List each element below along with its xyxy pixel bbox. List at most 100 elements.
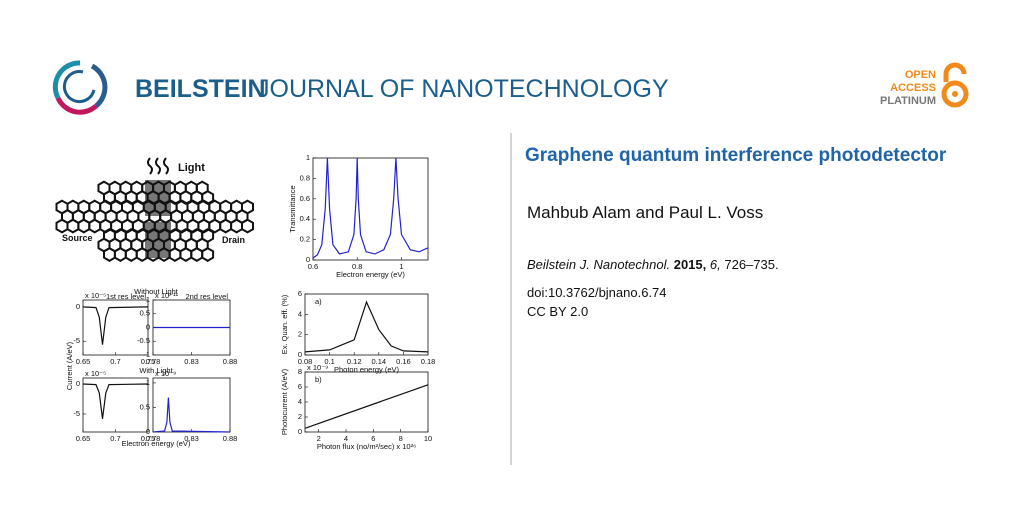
x-tick-label: 0.88: [223, 357, 238, 366]
x-axis-label: Electron energy (eV): [336, 270, 405, 279]
x-tick-label: 2: [317, 434, 321, 443]
badge-open: OPEN: [905, 69, 936, 81]
y-tick-label: 6: [298, 289, 302, 298]
plot-frame: [304, 293, 429, 356]
y-tick-label: 0: [146, 427, 150, 436]
x-tick-label: 0.75: [141, 357, 156, 366]
x-tick-label: 0.14: [371, 357, 386, 366]
y-tick-label: 1: [146, 295, 150, 304]
drain-label: Drain: [222, 235, 245, 245]
hexagon: [219, 218, 233, 234]
license: CC BY 2.0: [527, 304, 588, 319]
x-tick-label: 1: [399, 262, 403, 271]
y-tick-label: 0: [146, 322, 150, 331]
hexagon: [124, 247, 138, 262]
x-tick-label: 0.78: [146, 434, 161, 443]
panel-tag: a): [315, 297, 322, 306]
graphene-schematic: [55, 180, 254, 262]
y-tick-label: 1: [146, 378, 150, 387]
curve: [82, 383, 149, 419]
scale-label: x 10⁻⁵: [85, 369, 106, 378]
y-tick-label: 0: [298, 427, 302, 436]
x-axis-label: Photon energy (eV): [334, 365, 400, 374]
doi: doi:10.3762/bjnano.6.74: [527, 285, 667, 300]
hexagon: [88, 218, 102, 234]
y-tick-label: -0.5: [137, 336, 150, 345]
panel-title: 2nd res level: [185, 292, 228, 301]
with-light: With Light: [139, 366, 173, 375]
plot-frame: [82, 299, 149, 356]
scale-label: x 10⁻⁵: [85, 291, 106, 300]
hexagon: [77, 218, 91, 234]
x-tick-label: 4: [344, 434, 348, 443]
current-xlabel: Electron energy (eV): [122, 439, 191, 448]
curve: [304, 300, 429, 353]
y-tick-label: 1: [306, 153, 310, 162]
y-tick-label: 2: [298, 330, 302, 339]
plot-frame: [304, 371, 429, 433]
plot-frame: [152, 377, 231, 433]
hexagon: [55, 218, 69, 234]
x-tick-label: 8: [399, 434, 403, 443]
authors: Mahbub Alam and Paul L. Voss: [527, 203, 763, 222]
y-tick-label: 0: [306, 255, 310, 264]
x-tick-label: 0.8: [352, 262, 362, 271]
y-tick-label: 8: [298, 367, 302, 376]
light-label: Light: [178, 162, 205, 174]
y-axis-label: Ex. Quan. eff. (%): [280, 294, 289, 354]
x-tick-label: 10: [424, 434, 432, 443]
panel-tag: b): [315, 375, 322, 384]
y-axis-label: Transmittance: [288, 185, 297, 232]
x-tick-label: 0.83: [184, 434, 199, 443]
y-tick-label: 0: [76, 379, 80, 388]
article-title: Graphene quantum interference photodetec…: [525, 145, 947, 166]
x-tick-label: 0.7: [110, 357, 120, 366]
current-ylabel: Current (A/eV): [65, 341, 74, 390]
hexagon: [179, 247, 193, 262]
plot-frame: [312, 157, 429, 261]
badge-platinum: PLATINUM: [880, 95, 936, 107]
logo: [52, 60, 108, 115]
source-label: Source: [62, 233, 93, 243]
x-tick-label: 0.16: [396, 357, 411, 366]
scale-label: x 10⁻¹¹: [155, 291, 179, 300]
title-box: Graphene quantum interference photodetec…: [525, 145, 947, 166]
light-rays: [147, 157, 169, 175]
hexagon: [201, 247, 215, 262]
y-tick-label: 2: [298, 412, 302, 421]
curve: [304, 384, 429, 429]
y-axis-label: Photocurrent (A/eV): [280, 368, 289, 435]
panel-title: 1st res level: [106, 292, 146, 301]
hexagon: [66, 218, 80, 234]
journal-name: JOURNAL OF NANOTECHNOLOGY: [257, 75, 669, 103]
hexagon: [241, 218, 254, 234]
x-tick-label: 0.12: [347, 357, 362, 366]
hexagon: [168, 247, 182, 262]
x-tick-label: 0.18: [421, 357, 436, 366]
hexagon: [103, 247, 116, 262]
x-tick-label: 0.6: [308, 262, 318, 271]
y-tick-label: 0: [76, 302, 80, 311]
y-tick-label: 0.8: [300, 173, 310, 182]
x-tick-label: 0.65: [76, 434, 91, 443]
citation-volume: 6,: [710, 257, 721, 272]
x-tick-label: 0.83: [184, 357, 199, 366]
hexagon: [190, 247, 204, 262]
scale-label: x 10⁻⁹: [307, 363, 328, 372]
y-tick-label: 4: [298, 309, 302, 318]
x-tick-label: 6: [371, 434, 375, 443]
without-light: Without Light: [134, 287, 179, 296]
y-tick-label: -5: [73, 409, 80, 418]
curve: [312, 157, 429, 259]
x-tick-label: 0.08: [298, 357, 313, 366]
citation: Beilstein J. Nanotechnol. 2015, 6, 726–7…: [527, 257, 779, 272]
plot-frame: [82, 377, 149, 433]
curve: [82, 306, 149, 345]
x-tick-label: 0.75: [141, 434, 156, 443]
lock-icon: [941, 62, 969, 108]
x-tick-label: 0.78: [146, 357, 161, 366]
y-tick-label: 4: [298, 397, 302, 406]
y-tick-label: 0: [298, 350, 302, 359]
y-tick-label: -5: [73, 336, 80, 345]
